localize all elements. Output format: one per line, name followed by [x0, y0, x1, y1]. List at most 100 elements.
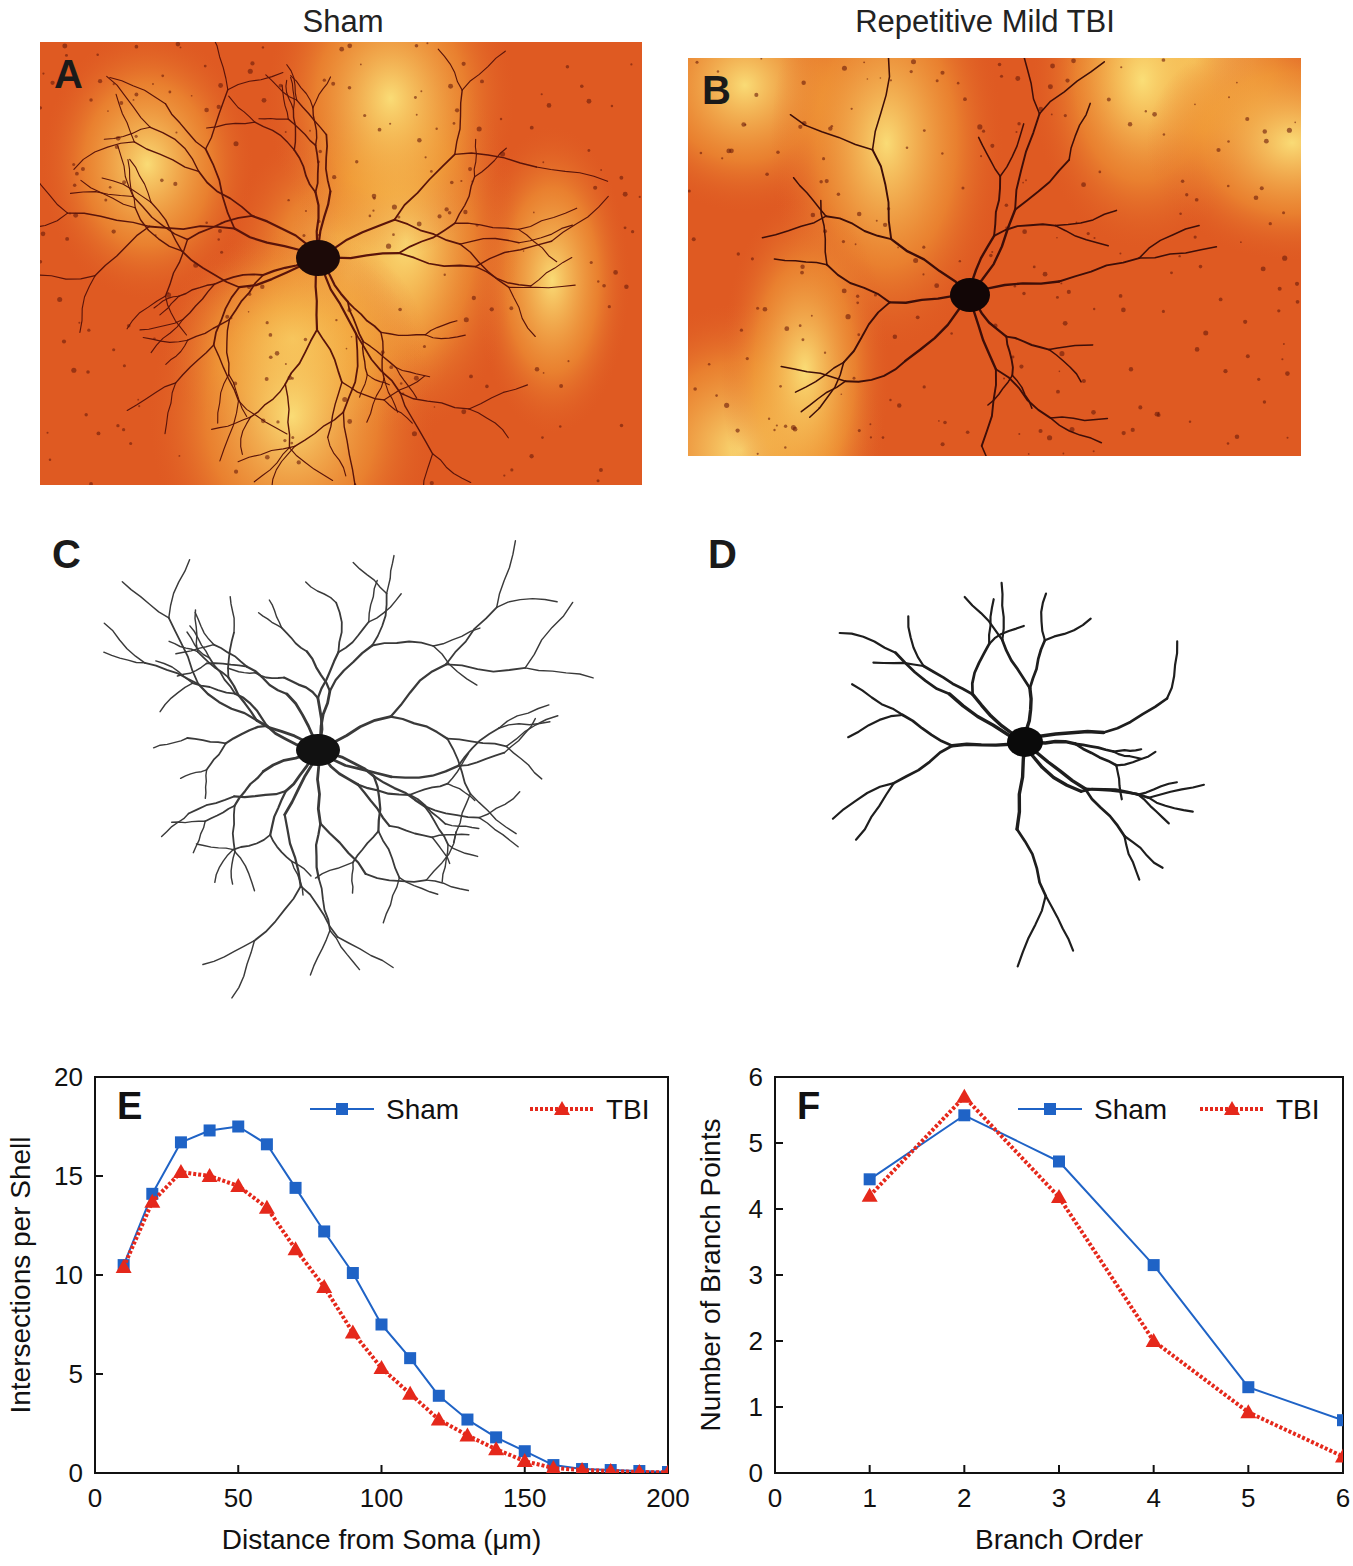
speck [1195, 198, 1199, 202]
dendrite [122, 582, 169, 618]
dendrite [470, 794, 516, 834]
speck [883, 223, 887, 227]
dendrite [270, 791, 286, 835]
dendrite [846, 361, 906, 382]
data-point [461, 1414, 473, 1426]
speck [793, 427, 798, 432]
dendrite [826, 216, 891, 239]
speck [1281, 358, 1283, 360]
speck [1245, 117, 1249, 121]
dendrite [374, 776, 381, 831]
speck [740, 329, 743, 332]
speck [455, 108, 459, 112]
speck [597, 280, 599, 282]
dendrite [318, 652, 339, 698]
dendrite [193, 821, 205, 853]
speck [1254, 195, 1259, 200]
speck [1093, 308, 1095, 310]
x-tick [1247, 1465, 1249, 1473]
dendrite [410, 795, 446, 824]
dendrite [228, 677, 256, 720]
dendrite [1002, 583, 1004, 640]
dendrite [894, 746, 952, 783]
speck [75, 172, 79, 176]
data-point [433, 1390, 445, 1402]
dendrite [343, 334, 357, 412]
speck [392, 204, 397, 209]
dendrite [479, 792, 520, 818]
speck [49, 459, 52, 462]
dendrite [181, 770, 207, 779]
dendrite [476, 241, 552, 267]
dendrite [195, 613, 214, 645]
dendrite [790, 115, 872, 150]
speck [448, 211, 452, 215]
x-tick-label: 150 [503, 1483, 546, 1513]
speck [882, 436, 885, 439]
dendrite [460, 244, 509, 287]
dendrite [1051, 417, 1108, 420]
speck [760, 58, 762, 60]
speck [1203, 330, 1208, 335]
y-tick-label: 3 [749, 1260, 763, 1290]
speck [285, 131, 287, 133]
speck [779, 385, 782, 388]
speck [1081, 182, 1086, 187]
speck [81, 167, 85, 171]
speck [1003, 377, 1005, 379]
speck [1287, 128, 1292, 133]
speck [96, 53, 99, 56]
speck [1278, 287, 1282, 291]
dendrite [536, 167, 607, 181]
speck [1050, 64, 1055, 69]
speck [112, 229, 116, 233]
speck [567, 360, 569, 362]
speck [134, 93, 138, 97]
speck [765, 173, 769, 177]
data-point [404, 1352, 416, 1364]
speck [262, 98, 267, 103]
speck [735, 428, 739, 432]
speck [700, 152, 703, 155]
speck [363, 114, 366, 117]
speck [1261, 266, 1266, 271]
dendrite [1116, 752, 1155, 766]
speck [464, 317, 469, 322]
speck [178, 455, 180, 457]
dendrite [160, 296, 179, 315]
speck [611, 105, 613, 107]
dendrite [1138, 782, 1177, 794]
speck [248, 311, 250, 313]
dendrite [896, 653, 950, 694]
dendrite [326, 135, 331, 192]
speck [1138, 405, 1142, 409]
dendrite [994, 224, 1055, 236]
speck [867, 78, 869, 80]
speck [434, 406, 436, 408]
speck [1294, 122, 1296, 124]
dendrite [165, 383, 176, 434]
speck [863, 61, 865, 63]
chart: 05010015020005101520Distance from Soma (… [5, 1062, 690, 1555]
dendrite [316, 145, 319, 192]
dendrite [104, 652, 145, 663]
dendrite [455, 223, 519, 229]
speck [462, 62, 466, 66]
dendrite [285, 815, 301, 887]
speck [837, 192, 840, 195]
speck [801, 338, 804, 341]
speck [950, 332, 952, 334]
dendrite [235, 771, 264, 805]
speck [1017, 122, 1020, 125]
speck [260, 285, 264, 289]
dendrite [356, 334, 400, 393]
dendrite [848, 715, 903, 737]
y-tick-label: 6 [749, 1062, 763, 1092]
speck [590, 261, 593, 264]
speck [1022, 292, 1025, 295]
speck [822, 157, 825, 160]
dendrite [781, 367, 845, 382]
speck [323, 79, 326, 82]
dendrite [239, 401, 288, 434]
y-tick [775, 1274, 783, 1276]
